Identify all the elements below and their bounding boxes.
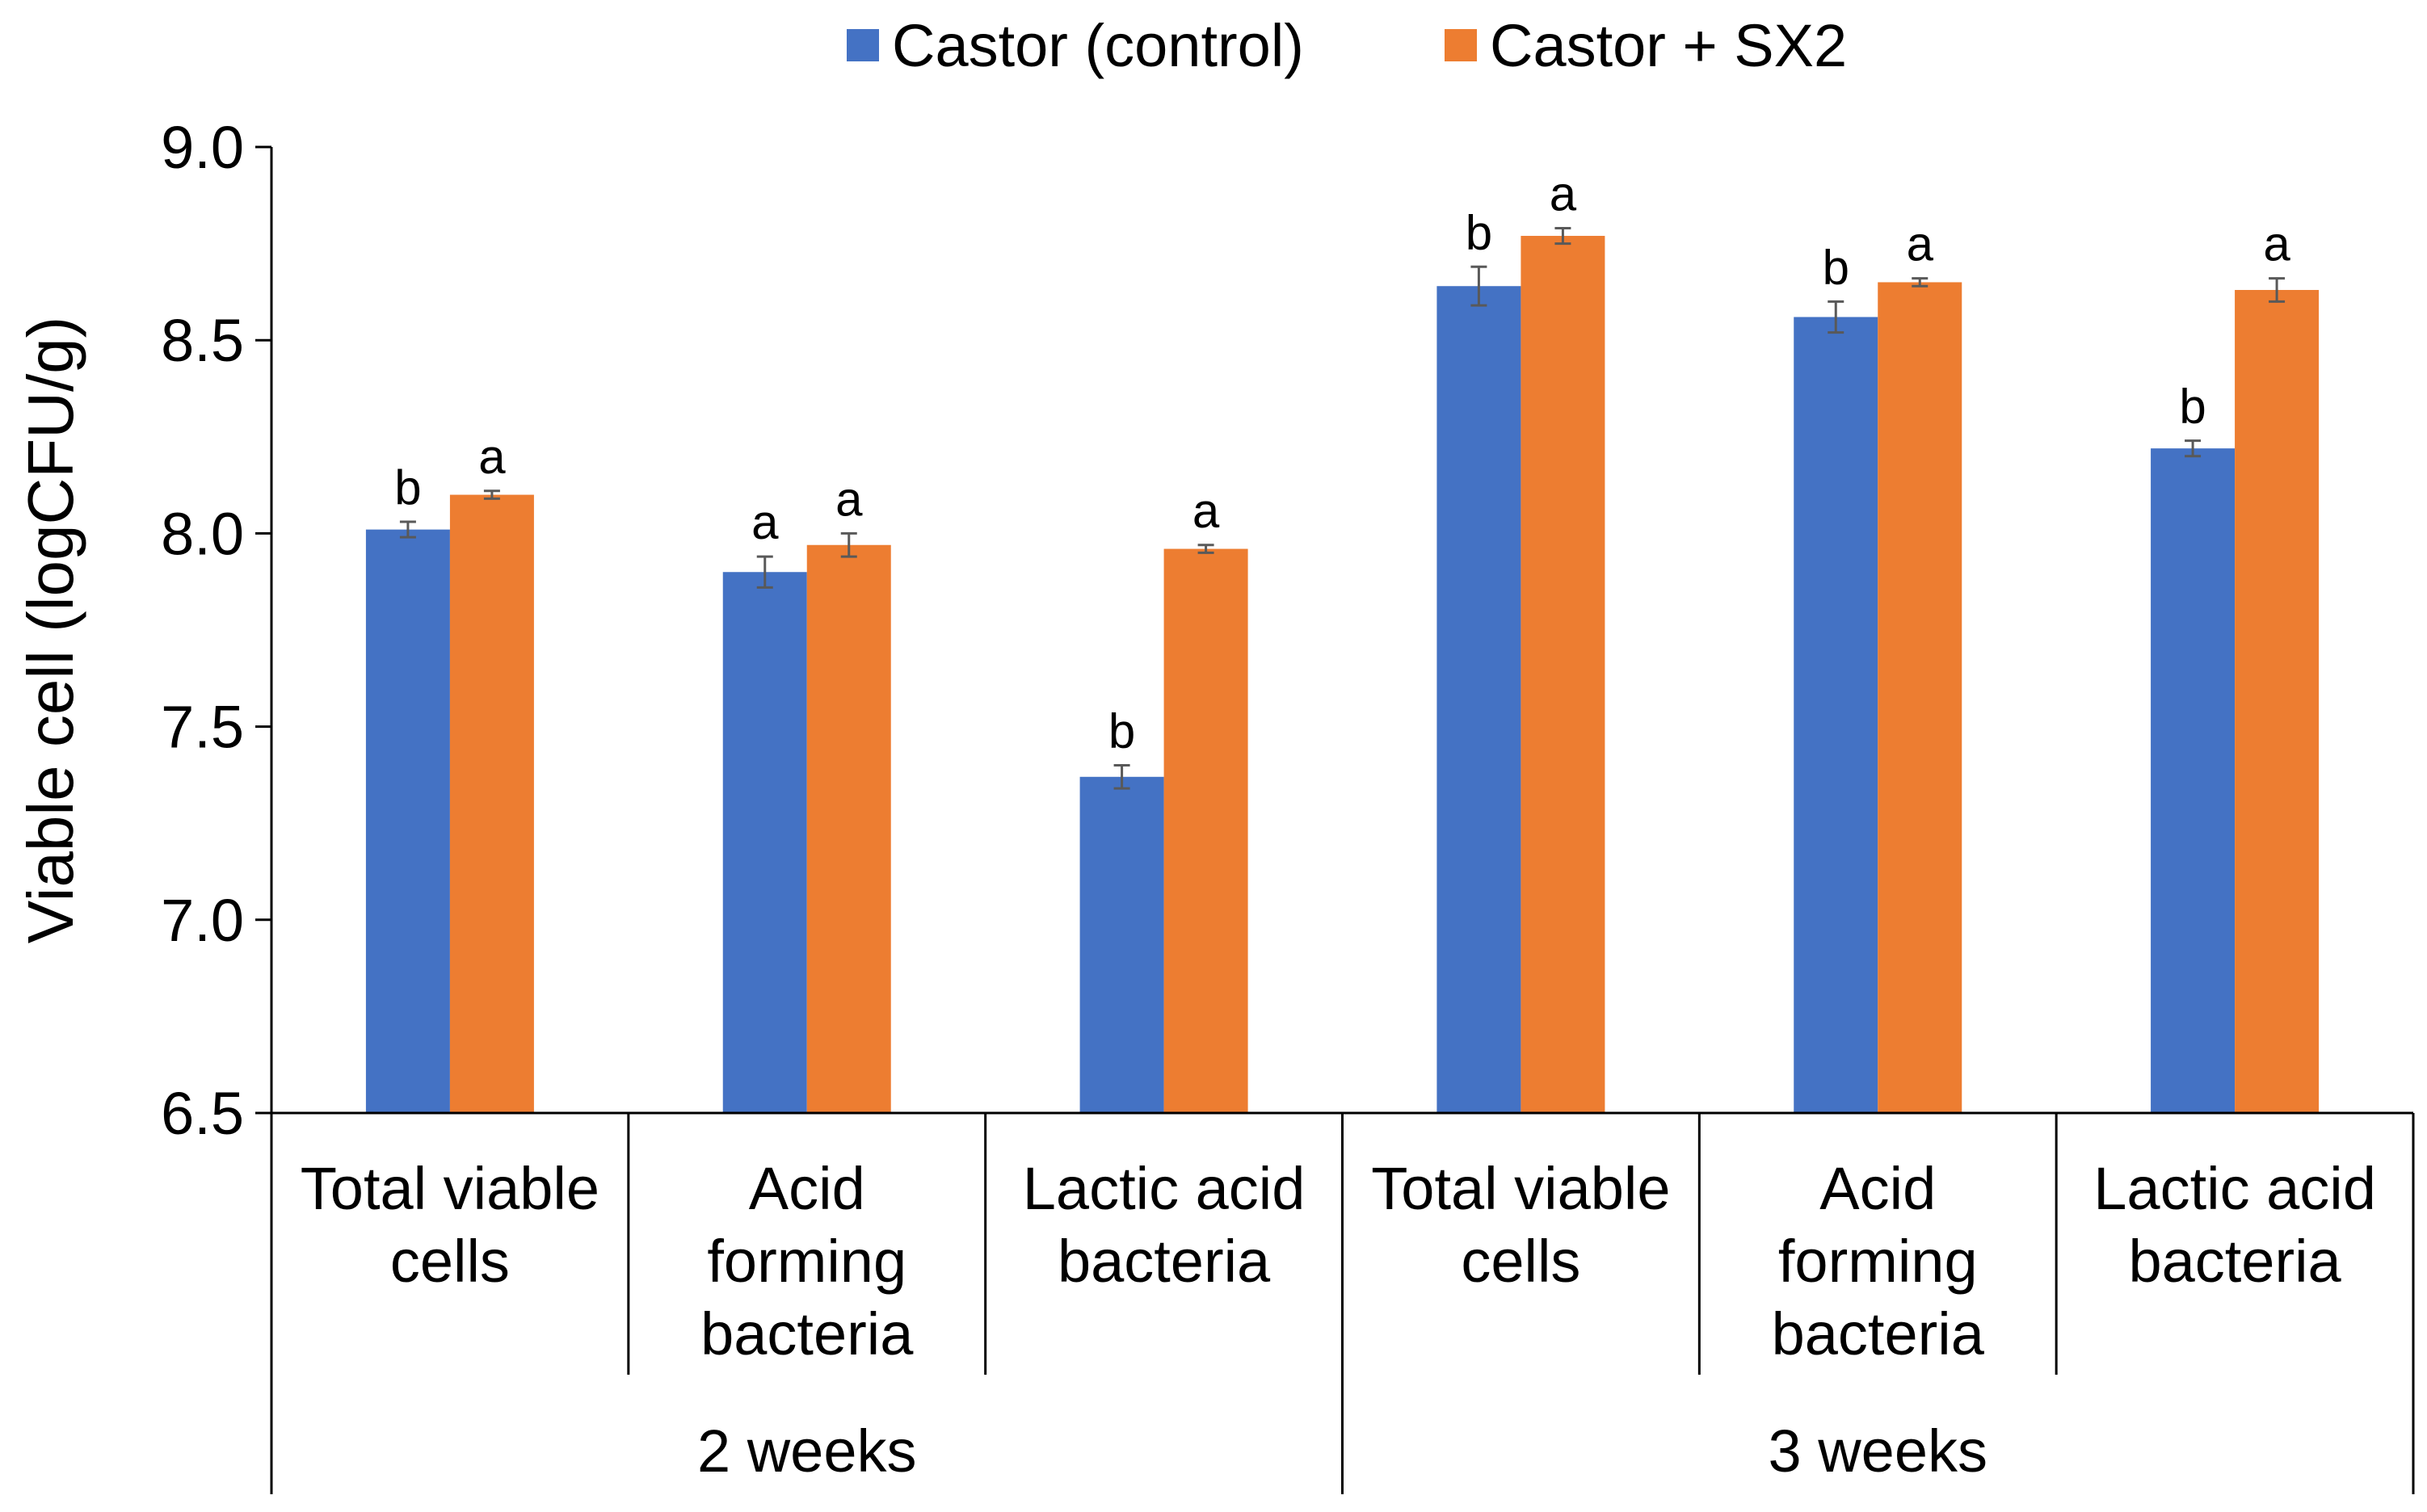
category-label: cells	[1461, 1228, 1580, 1295]
legend-swatch	[1445, 29, 1477, 61]
legend-swatch	[847, 29, 879, 61]
significance-letter: a	[835, 472, 863, 526]
y-axis: 6.5 7.0 7.5 8.0 8.5 9.0 Viable cell (logCFU/g)	[15, 114, 273, 1147]
category-label: forming	[1778, 1228, 1978, 1295]
y-tick-label: 8.5	[161, 307, 244, 374]
y-tick-label: 6.5	[161, 1080, 244, 1147]
bars: b a a a b a b a b a b a	[365, 166, 2320, 1114]
bar	[1521, 236, 1605, 1114]
bar	[365, 529, 450, 1113]
significance-letter: b	[1466, 205, 1492, 259]
significance-letter: b	[2179, 380, 2206, 434]
significance-letter: b	[1108, 704, 1135, 758]
significance-letter: a	[1550, 166, 1577, 220]
y-tick-label: 8.0	[161, 500, 244, 567]
category-label: Lactic acid	[1023, 1155, 1306, 1222]
category-label: bacteria	[1772, 1300, 1985, 1367]
significance-letter: b	[1823, 240, 1849, 294]
bar	[1436, 286, 1521, 1113]
bar	[2235, 290, 2320, 1113]
category-label: bacteria	[1058, 1228, 1271, 1295]
y-axis-title: Viable cell (logCFU/g)	[15, 317, 86, 944]
legend-label: Castor (control)	[892, 12, 1304, 79]
significance-letter: a	[478, 430, 506, 484]
category-label: bacteria	[700, 1300, 914, 1367]
bar	[1794, 317, 1878, 1114]
category-label: forming	[707, 1228, 906, 1295]
category-label: Total viable	[301, 1155, 599, 1222]
bar	[1163, 548, 1248, 1113]
group-label: 3 weeks	[1769, 1418, 1987, 1485]
category-label: Acid	[749, 1155, 865, 1222]
significance-letter: a	[2263, 217, 2290, 271]
bar	[1878, 282, 1962, 1114]
category-label: cells	[390, 1228, 510, 1295]
category-label: Lactic acid	[2093, 1155, 2376, 1222]
bar	[1079, 776, 1164, 1113]
y-tick-label: 7.0	[161, 887, 244, 954]
bar	[806, 544, 891, 1113]
bar	[722, 572, 807, 1113]
bar	[2151, 448, 2236, 1113]
significance-letter: b	[394, 460, 421, 514]
category-label: bacteria	[2128, 1228, 2341, 1295]
bar	[449, 494, 534, 1113]
group-label: 2 weeks	[697, 1418, 916, 1485]
category-label: Acid	[1819, 1155, 1936, 1222]
legend-label: Castor + SX2	[1490, 12, 1847, 79]
y-tick-label: 7.5	[161, 694, 244, 761]
legend: Castor (control) Castor + SX2	[847, 12, 1847, 79]
significance-letter: a	[1192, 484, 1220, 538]
significance-letter: a	[751, 495, 779, 549]
x-axis: Total viablecellsAcidformingbacteriaLact…	[270, 1111, 2415, 1494]
category-label: Total viable	[1371, 1155, 1670, 1222]
y-tick-label: 9.0	[161, 114, 244, 181]
significance-letter: a	[1907, 217, 1934, 271]
